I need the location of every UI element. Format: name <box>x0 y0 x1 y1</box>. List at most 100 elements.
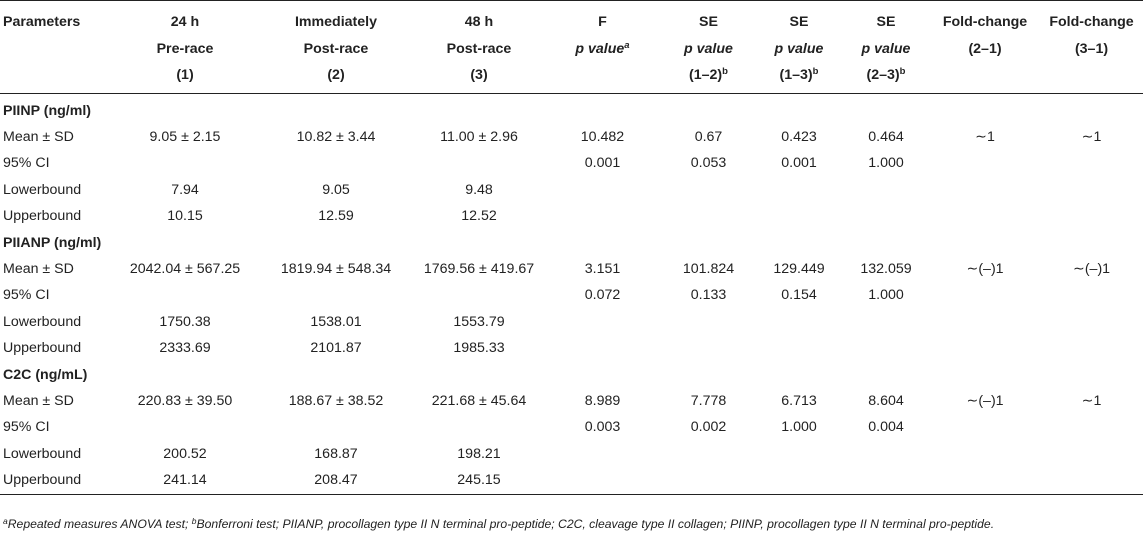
row-label: Upperbound <box>3 340 82 357</box>
table-cell-fc21 <box>930 414 1040 440</box>
row-label: 95% CI <box>3 419 50 436</box>
section-header-row: PIIANP (ng/ml) <box>0 230 1143 256</box>
table-row: Mean ± SD 9.05 ± 2.15 10.82 ± 3.44 11.00 ± … <box>0 124 1143 150</box>
header-line: Pre-race <box>156 40 214 57</box>
table-cell-c3: 245.15 <box>414 467 544 495</box>
table-cell-se23 <box>842 203 930 229</box>
footnote-marker: b <box>812 66 819 77</box>
header-line: (1–2) <box>689 67 723 83</box>
table-cell-c1 <box>112 150 258 176</box>
header-line: SE <box>876 14 896 30</box>
header-line: p value <box>575 40 625 57</box>
table-cell-c3: 1769.56 ± 419.67 <box>423 260 535 277</box>
header-se-1-2: SE p value (1–2)b <box>661 1 756 94</box>
table-cell-c1: 9.05 ± 2.15 <box>149 128 221 145</box>
table-cell-fc31: ∼1 <box>1081 128 1102 145</box>
table-cell-fc21 <box>930 282 1040 308</box>
table-cell-f <box>544 467 661 495</box>
row-label: 95% CI <box>3 155 50 172</box>
table-cell-se12 <box>661 177 756 203</box>
table-cell-fc21 <box>930 467 1040 495</box>
table-cell-se12 <box>661 309 756 335</box>
footnote-marker-b: b <box>191 516 197 526</box>
table-cell-se13 <box>756 441 842 467</box>
header-line: SE <box>699 14 718 30</box>
section-title: C2C (ng/mL) <box>3 366 88 383</box>
header-line: p value <box>861 40 911 57</box>
table-cell-fc21 <box>930 441 1040 467</box>
table-row: Upperbound 241.14 208.47 245.15 <box>0 467 1143 495</box>
table-cell-se23 <box>842 309 930 335</box>
section-header-row: PIINP (ng/ml) <box>0 93 1143 124</box>
row-label: Lowerbound <box>3 181 82 198</box>
table-cell-c2: 1538.01 <box>310 313 362 330</box>
section-title: PIIANP (ng/ml) <box>3 234 102 251</box>
table-cell-c1 <box>112 282 258 308</box>
header-se-1-3: SE p value (1–3)b <box>756 1 842 94</box>
table-cell-c1: 7.94 <box>171 181 199 198</box>
table-row: Upperbound 2333.69 2101.87 1985.33 <box>0 335 1143 361</box>
header-line: (1–3) <box>779 67 813 83</box>
table-cell-c1: 241.14 <box>112 467 258 495</box>
table-cell-c2: 12.59 <box>318 208 354 225</box>
table-row: Upperbound 10.15 12.59 12.52 <box>0 203 1143 229</box>
table-cell-c2: 208.47 <box>258 467 414 495</box>
table-cell-fc31 <box>1040 414 1143 440</box>
table-cell-fc21 <box>930 335 1040 361</box>
table-header: Parameters 24 h Pre-race (1) Immediately… <box>0 0 1143 94</box>
table-cell-se23 <box>842 467 930 495</box>
table-cell-fc31: ∼1 <box>1081 392 1102 409</box>
table-cell-f <box>544 335 661 361</box>
table-cell-c3: 221.68 ± 45.64 <box>431 392 527 409</box>
footnote-b-text: Bonferroni test; PIIANP, procollagen typ… <box>196 517 995 531</box>
table-cell-se13: 0.001 <box>781 155 817 172</box>
table-cell-se12: 101.824 <box>682 260 735 277</box>
table-cell-f: 3.151 <box>584 260 621 277</box>
table-cell-se23 <box>842 177 930 203</box>
header-line: Fold-change <box>942 14 1028 30</box>
header-line: Fold-change <box>1049 14 1134 30</box>
header-line: (3) <box>470 67 488 83</box>
table-cell-c3 <box>414 414 544 440</box>
table-body: PIINP (ng/ml) Mean ± SD 9.05 ± 2.15 10.82 ±… <box>0 93 1143 495</box>
table-cell-fc21: ∼(–)1 <box>966 392 1004 409</box>
table-cell-se13: 0.154 <box>781 287 817 304</box>
table-cell-f: 0.003 <box>584 419 621 436</box>
section-header-row: C2C (ng/mL) <box>0 362 1143 388</box>
table-cell-se12: 0.002 <box>690 419 727 436</box>
header-fold-change-2-1: Fold-change (2–1) <box>930 1 1040 94</box>
header-parameters-label: Parameters <box>3 14 81 30</box>
table-cell-fc21 <box>930 150 1040 176</box>
table-row: Mean ± SD 220.83 ± 39.50 188.67 ± 38.52 221… <box>0 388 1143 414</box>
table-cell-fc31 <box>1040 282 1143 308</box>
header-line: (2–1) <box>968 40 1002 57</box>
table-cell-se23: 8.604 <box>868 392 904 409</box>
table-cell-f: 10.482 <box>580 128 625 145</box>
table-cell-fc31 <box>1040 467 1143 495</box>
table-cell-se13 <box>756 335 842 361</box>
table-row: Lowerbound 1750.38 1538.01 1553.79 <box>0 309 1143 335</box>
table-cell-c3 <box>414 150 544 176</box>
table-cell-se23: 1.000 <box>868 287 904 304</box>
header-line: p value <box>684 40 733 57</box>
table-cell-fc21 <box>930 309 1040 335</box>
table-cell-se12: 7.778 <box>690 392 727 409</box>
row-label: Upperbound <box>3 208 82 225</box>
table-cell-se23 <box>842 335 930 361</box>
row-label: Mean ± SD <box>3 128 74 145</box>
table-cell-se13 <box>756 203 842 229</box>
header-line: Post-race <box>446 40 512 57</box>
table-cell-c2: 168.87 <box>314 445 358 462</box>
table-cell-c2: 10.82 ± 3.44 <box>296 128 376 145</box>
table-row: Lowerbound 200.52 168.87 198.21 <box>0 441 1143 467</box>
table-cell-c1: 2042.04 ± 567.25 <box>129 260 241 277</box>
table-cell-fc21 <box>930 177 1040 203</box>
header-line: F <box>598 14 607 30</box>
table-cell-se13: 6.713 <box>781 392 817 409</box>
table-cell-fc31 <box>1040 203 1143 229</box>
table-cell-se12: 0.67 <box>694 128 723 145</box>
table-footnote: aRepeated measures ANOVA test; bBonferro… <box>3 517 994 531</box>
header-se-2-3: SE p value (2–3)b <box>842 1 930 94</box>
table-cell-c1: 220.83 ± 39.50 <box>137 392 233 409</box>
table-cell-c3: 1985.33 <box>453 340 505 357</box>
